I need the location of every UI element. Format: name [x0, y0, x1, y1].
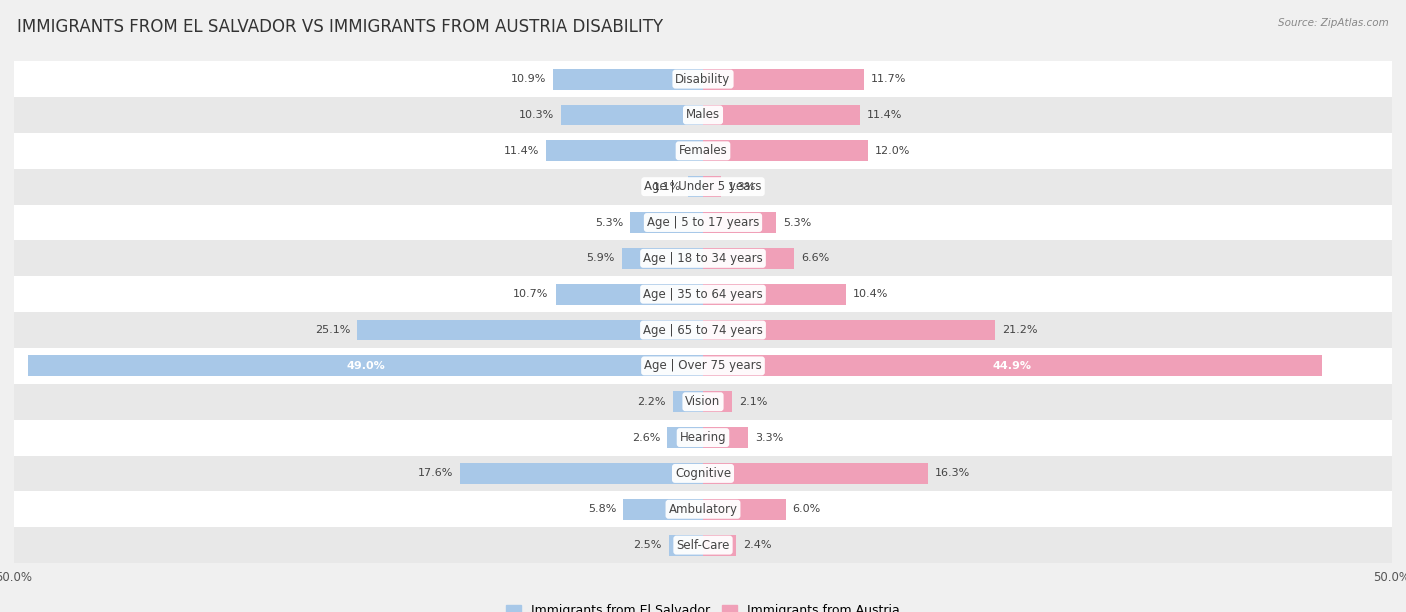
Text: Females: Females — [679, 144, 727, 157]
Bar — [703, 356, 1322, 376]
Text: 11.4%: 11.4% — [503, 146, 538, 156]
Bar — [703, 319, 995, 340]
Text: Cognitive: Cognitive — [675, 467, 731, 480]
Text: Males: Males — [686, 108, 720, 121]
Text: 3.3%: 3.3% — [755, 433, 783, 442]
Bar — [672, 391, 703, 412]
Bar — [703, 69, 865, 89]
Text: 5.8%: 5.8% — [588, 504, 616, 514]
Bar — [14, 169, 1392, 204]
Text: 12.0%: 12.0% — [875, 146, 911, 156]
Text: 2.2%: 2.2% — [637, 397, 666, 407]
Legend: Immigrants from El Salvador, Immigrants from Austria: Immigrants from El Salvador, Immigrants … — [506, 604, 900, 612]
Bar — [668, 427, 703, 448]
Text: 11.4%: 11.4% — [868, 110, 903, 120]
Text: 2.4%: 2.4% — [742, 540, 772, 550]
Text: Hearing: Hearing — [679, 431, 727, 444]
Text: 10.3%: 10.3% — [519, 110, 554, 120]
Bar — [14, 491, 1392, 527]
Bar — [703, 284, 846, 305]
Text: 2.6%: 2.6% — [631, 433, 661, 442]
Bar — [703, 105, 860, 125]
Bar — [14, 312, 1392, 348]
Bar — [703, 212, 776, 233]
Text: IMMIGRANTS FROM EL SALVADOR VS IMMIGRANTS FROM AUSTRIA DISABILITY: IMMIGRANTS FROM EL SALVADOR VS IMMIGRANT… — [17, 18, 664, 36]
Bar — [703, 463, 928, 484]
Bar — [461, 463, 703, 484]
Text: 25.1%: 25.1% — [315, 325, 350, 335]
Bar — [555, 284, 703, 305]
Bar — [14, 455, 1392, 491]
Text: Age | 65 to 74 years: Age | 65 to 74 years — [643, 324, 763, 337]
Text: Age | 35 to 64 years: Age | 35 to 64 years — [643, 288, 763, 300]
Text: 44.9%: 44.9% — [993, 361, 1032, 371]
Bar — [14, 527, 1392, 563]
Text: 5.3%: 5.3% — [783, 217, 811, 228]
Bar — [630, 212, 703, 233]
Text: 5.3%: 5.3% — [595, 217, 623, 228]
Bar — [703, 248, 794, 269]
Text: 2.1%: 2.1% — [738, 397, 768, 407]
Text: 10.7%: 10.7% — [513, 289, 548, 299]
Bar — [703, 499, 786, 520]
Bar — [546, 140, 703, 161]
Text: 10.4%: 10.4% — [853, 289, 889, 299]
Bar — [14, 133, 1392, 169]
Text: 21.2%: 21.2% — [1002, 325, 1038, 335]
Text: Source: ZipAtlas.com: Source: ZipAtlas.com — [1278, 18, 1389, 28]
Text: 5.9%: 5.9% — [586, 253, 614, 263]
Text: 11.7%: 11.7% — [872, 74, 907, 84]
Text: 6.6%: 6.6% — [801, 253, 830, 263]
Text: 16.3%: 16.3% — [935, 468, 970, 479]
Text: 1.3%: 1.3% — [728, 182, 756, 192]
Text: Vision: Vision — [685, 395, 721, 408]
Bar — [561, 105, 703, 125]
Bar — [14, 61, 1392, 97]
Bar — [14, 97, 1392, 133]
Bar — [14, 204, 1392, 241]
Bar — [688, 176, 703, 197]
Bar — [14, 420, 1392, 455]
Bar — [357, 319, 703, 340]
Bar — [703, 176, 721, 197]
Bar — [703, 391, 733, 412]
Text: 17.6%: 17.6% — [418, 468, 454, 479]
Bar — [703, 427, 748, 448]
Bar — [621, 248, 703, 269]
Bar — [703, 140, 869, 161]
Text: 1.1%: 1.1% — [652, 182, 681, 192]
Text: Self-Care: Self-Care — [676, 539, 730, 551]
Text: Disability: Disability — [675, 73, 731, 86]
Text: Age | Under 5 years: Age | Under 5 years — [644, 180, 762, 193]
Text: Age | Over 75 years: Age | Over 75 years — [644, 359, 762, 372]
Text: Age | 5 to 17 years: Age | 5 to 17 years — [647, 216, 759, 229]
Text: 6.0%: 6.0% — [793, 504, 821, 514]
Bar — [669, 535, 703, 556]
Bar — [14, 276, 1392, 312]
Bar — [703, 535, 737, 556]
Bar — [553, 69, 703, 89]
Bar — [14, 348, 1392, 384]
Bar — [14, 241, 1392, 276]
Text: 10.9%: 10.9% — [510, 74, 546, 84]
Bar — [14, 384, 1392, 420]
Text: 49.0%: 49.0% — [346, 361, 385, 371]
Bar — [28, 356, 703, 376]
Text: Age | 18 to 34 years: Age | 18 to 34 years — [643, 252, 763, 265]
Text: Ambulatory: Ambulatory — [668, 503, 738, 516]
Bar — [623, 499, 703, 520]
Text: 2.5%: 2.5% — [633, 540, 662, 550]
